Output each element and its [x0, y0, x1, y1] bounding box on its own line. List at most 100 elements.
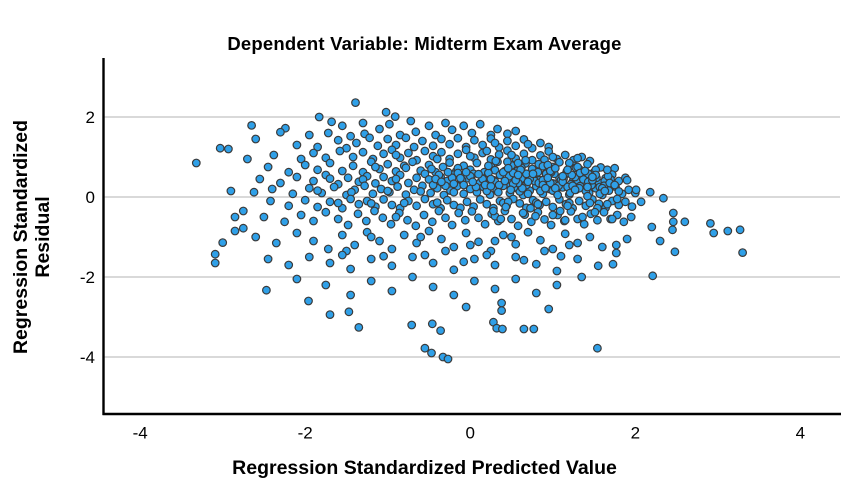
- data-point: [636, 197, 646, 207]
- data-point: [593, 261, 603, 271]
- data-point: [503, 136, 512, 146]
- data-point: [321, 207, 331, 217]
- y-tick-label: 2: [86, 108, 95, 127]
- data-point: [497, 298, 507, 308]
- data-point: [573, 238, 582, 248]
- data-point: [470, 254, 479, 264]
- data-point: [428, 258, 438, 268]
- data-point: [434, 206, 444, 216]
- data-point: [511, 274, 521, 284]
- data-point: [419, 210, 429, 220]
- data-point: [500, 176, 510, 186]
- data-point: [489, 206, 498, 216]
- data-point: [387, 200, 397, 210]
- data-point: [645, 187, 655, 197]
- data-point: [337, 230, 347, 240]
- data-point: [507, 232, 516, 242]
- data-point: [668, 225, 677, 235]
- data-point: [427, 217, 437, 227]
- data-point: [352, 138, 361, 148]
- data-point: [351, 98, 360, 107]
- data-point: [386, 219, 396, 229]
- data-point: [553, 190, 563, 200]
- data-point: [329, 182, 339, 192]
- data-point: [313, 142, 323, 152]
- data-point: [506, 185, 516, 195]
- data-point: [570, 185, 580, 195]
- data-point: [468, 177, 478, 187]
- data-point: [418, 136, 427, 146]
- data-point: [337, 166, 347, 176]
- data-point: [593, 215, 602, 225]
- data-point: [251, 134, 261, 144]
- data-point: [515, 198, 525, 208]
- data-point: [412, 201, 422, 211]
- data-point: [366, 276, 376, 286]
- data-point: [428, 141, 438, 151]
- data-point: [511, 252, 521, 262]
- data-point: [378, 213, 388, 223]
- y-tick-label: -4: [80, 348, 95, 367]
- chart-title: Dependent Variable: Midterm Exam Average: [227, 33, 622, 54]
- data-point: [333, 214, 343, 224]
- data-point: [470, 276, 479, 286]
- data-point: [284, 201, 294, 211]
- data-point: [368, 189, 378, 199]
- data-point: [379, 172, 389, 182]
- data-point: [230, 226, 240, 236]
- data-point: [461, 167, 471, 177]
- data-point: [399, 198, 409, 208]
- data-point: [375, 124, 384, 134]
- data-point: [191, 158, 201, 168]
- data-point: [459, 189, 469, 199]
- data-point: [309, 216, 318, 226]
- data-point: [655, 236, 665, 246]
- data-point: [627, 202, 637, 212]
- data-point: [511, 141, 521, 151]
- data-point: [548, 210, 558, 220]
- data-point: [498, 324, 507, 334]
- data-point: [543, 173, 553, 183]
- data-point: [226, 186, 236, 196]
- data-point: [599, 207, 609, 217]
- data-point: [346, 131, 356, 141]
- data-point: [548, 244, 558, 254]
- data-point: [578, 212, 587, 222]
- data-point: [597, 242, 607, 252]
- data-point: [344, 307, 354, 317]
- data-point: [409, 142, 419, 152]
- data-point: [552, 266, 562, 276]
- data-point: [238, 206, 248, 216]
- data-point: [441, 246, 450, 256]
- data-point: [416, 232, 426, 242]
- data-point: [420, 250, 430, 260]
- data-point: [558, 171, 568, 181]
- data-point: [313, 186, 323, 196]
- data-point: [424, 226, 434, 236]
- x-tick-label: 0: [466, 424, 475, 443]
- data-point: [548, 152, 558, 162]
- data-point: [304, 296, 313, 306]
- data-point: [401, 133, 411, 143]
- data-point: [602, 199, 612, 209]
- data-point: [556, 251, 566, 261]
- data-point: [284, 260, 294, 270]
- data-point: [511, 239, 521, 249]
- data-point: [300, 160, 310, 170]
- data-point: [550, 163, 560, 173]
- data-point: [407, 320, 417, 330]
- data-point: [738, 248, 747, 258]
- data-point: [445, 158, 455, 168]
- data-point: [432, 198, 442, 208]
- data-point: [486, 181, 496, 191]
- data-point: [474, 169, 483, 179]
- data-point: [529, 324, 539, 334]
- data-point: [612, 194, 622, 204]
- data-point: [513, 170, 523, 180]
- data-point: [607, 214, 617, 224]
- data-point: [366, 254, 376, 264]
- data-point: [459, 121, 469, 131]
- data-point: [442, 195, 452, 205]
- data-point: [670, 247, 680, 257]
